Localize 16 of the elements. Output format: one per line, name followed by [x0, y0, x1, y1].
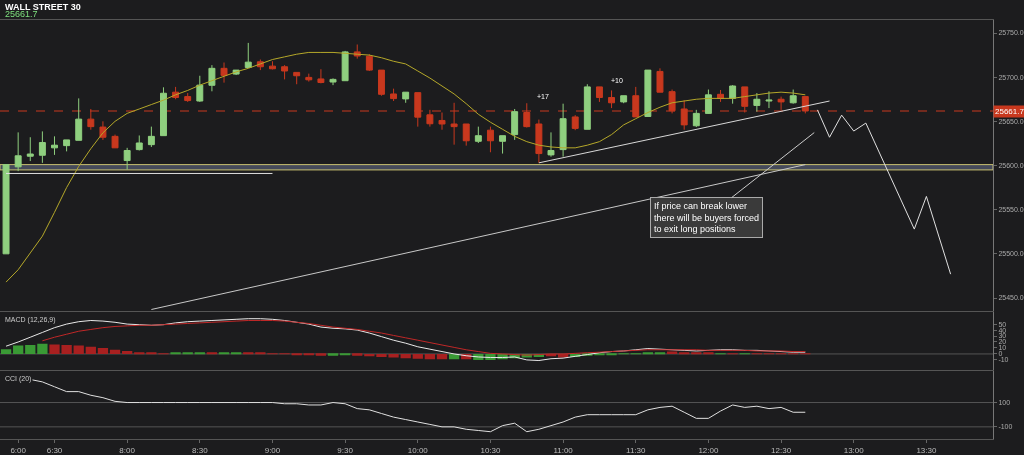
x-tick-label: 10:00	[407, 445, 429, 455]
x-tick-label: 8:00	[119, 445, 136, 455]
x-tick-label: 10:30	[480, 445, 501, 455]
x-tick-label: 13:30	[916, 445, 937, 455]
x-tick-label: 6:00	[10, 445, 27, 455]
annotation: If price can break lower there will be buyers forced to exit long positions	[654, 201, 760, 235]
x-tick-label: 11:30	[626, 445, 647, 455]
x-tick-label: 12:00	[698, 445, 719, 455]
x-tick-label: 13:00	[843, 445, 865, 455]
x-tick-label: 9:30	[337, 445, 354, 455]
x-tick-label: 12:30	[771, 445, 792, 455]
x-tick-label: 6:30	[46, 445, 63, 455]
x-tick-label: 9:00	[264, 445, 281, 455]
x-tick-label: 8:30	[192, 445, 209, 455]
x-tick-label: 11:00	[553, 445, 574, 455]
ref-line-label: 25661.7	[995, 107, 1024, 116]
